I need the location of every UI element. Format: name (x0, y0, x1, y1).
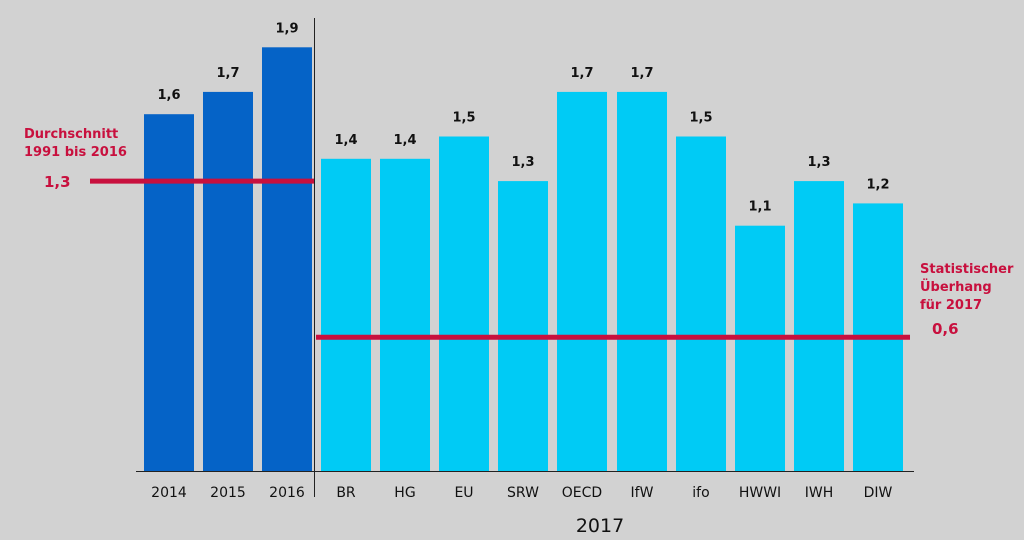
value-label-diw: 1,2 (866, 177, 889, 192)
tick-label-diw: DIW (864, 485, 893, 501)
value-label-ifw: 1,7 (630, 66, 653, 81)
bar-hwwi (735, 225, 785, 471)
overhang-annotation-line-2: Überhang (920, 279, 992, 295)
value-label-hg: 1,4 (393, 133, 416, 148)
value-label-ifo: 1,5 (689, 111, 712, 126)
average-annotation-line-2: 1991 bis 2016 (24, 145, 127, 160)
overhang-annotation-line-1: Statistischer (920, 262, 1014, 277)
value-label-br: 1,4 (334, 133, 357, 148)
value-label-2016: 1,9 (275, 21, 298, 36)
tick-label-br: BR (336, 485, 356, 501)
bar-2016 (262, 47, 312, 472)
tick-label-iwh: IWH (805, 485, 834, 501)
bar-oecd (557, 91, 607, 472)
bar-eu (439, 136, 489, 471)
tick-label-ifo: ifo (692, 485, 709, 501)
tick-label-ifw: IfW (631, 485, 654, 501)
axes-layer (136, 18, 914, 497)
bar-srw (498, 181, 548, 471)
overhang-annotation-line-3: für 2017 (920, 298, 982, 313)
bar-ifo (676, 136, 726, 471)
tick-label-2014: 2014 (151, 485, 187, 501)
value-label-eu: 1,5 (452, 111, 475, 126)
bar-iwh (794, 181, 844, 471)
value-label-oecd: 1,7 (570, 66, 593, 81)
group-label-2017: 2017 (576, 515, 624, 537)
tick-label-oecd: OECD (562, 485, 602, 501)
bar-br (321, 158, 371, 472)
average-value-label: 1,3 (44, 173, 71, 191)
tick-label-srw: SRW (507, 485, 539, 501)
labels-layer: 1,6 2014 1,7 2015 1,9 2016 1,4 BR 1,4 HG 1,5 EU 1,3 S… (24, 21, 1014, 501)
bars-layer (144, 47, 903, 472)
tick-label-hg: HG (394, 485, 415, 501)
average-annotation-line-1: Durchschnitt (24, 127, 118, 142)
value-label-2014: 1,6 (157, 88, 180, 103)
bar-2014 (144, 114, 194, 471)
tick-label-2016: 2016 (269, 485, 305, 501)
bar-2015 (203, 91, 253, 472)
bar-ifw (617, 91, 667, 472)
tick-label-2015: 2015 (210, 485, 246, 501)
reference-lines-layer (90, 178, 910, 340)
value-label-srw: 1,3 (511, 155, 534, 170)
value-label-2015: 1,7 (216, 66, 239, 81)
value-label-iwh: 1,3 (807, 155, 830, 170)
value-label-hwwi: 1,1 (748, 200, 771, 215)
overhang-value-label: 0,6 (932, 320, 959, 338)
bar-hg (380, 158, 430, 472)
tick-label-hwwi: HWWI (739, 485, 781, 501)
tick-label-eu: EU (454, 485, 473, 501)
